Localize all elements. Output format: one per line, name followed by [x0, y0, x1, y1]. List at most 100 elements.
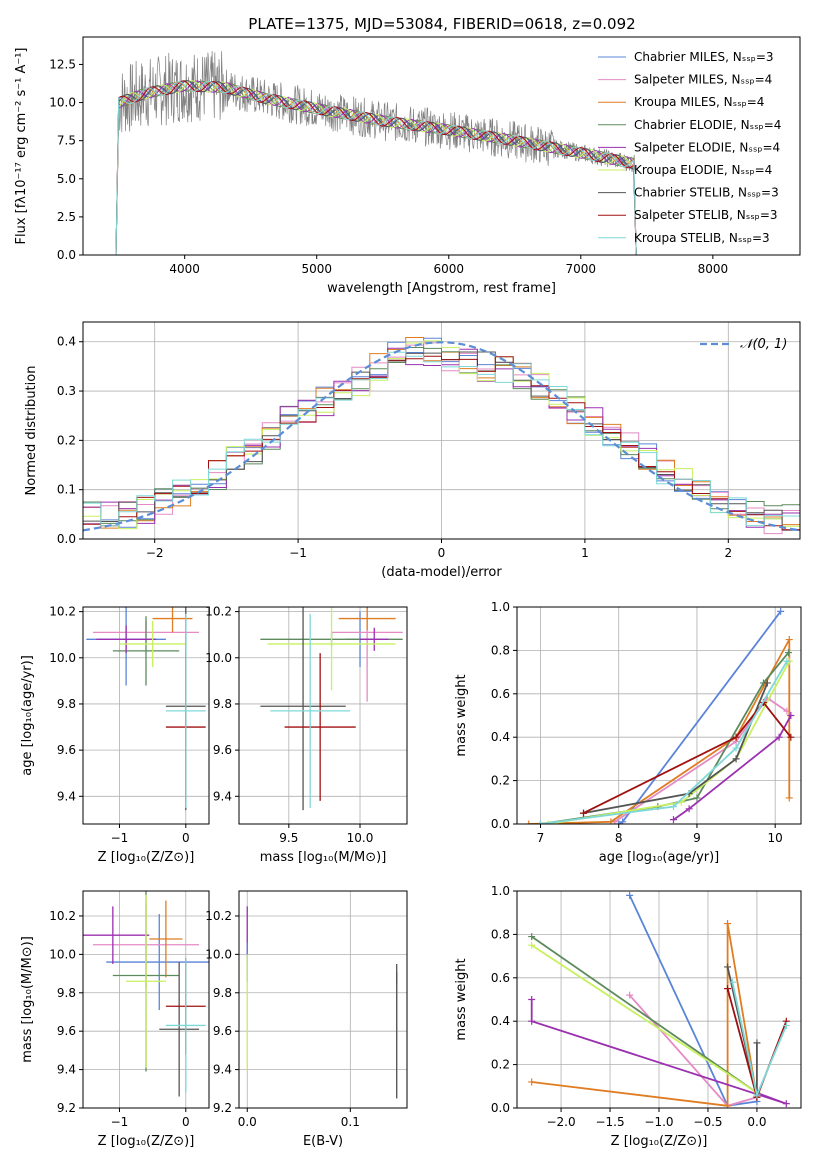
- series-salp_elodie: [530, 999, 787, 1105]
- panel-mass_weight_vs_age: 7 8 9 10 0.0 0.2 0.4 0.6 0.8 1.0 age [log₁₀(age/yr…: [454, 600, 802, 865]
- point-krou_stelib: [669, 803, 677, 811]
- tick-label-y: 10.0: [205, 947, 232, 961]
- model-salp_miles: [115, 80, 637, 255]
- x-axis-label: mass [log₁₀(M/M⊙)]: [260, 850, 387, 865]
- tick-label-y: 0.0: [491, 1101, 510, 1115]
- tick-label-x: 8: [615, 831, 623, 845]
- tick-label-y: 10.2: [49, 605, 76, 619]
- tick-label-y: 2.5: [57, 210, 76, 224]
- point-chab_stelib: [763, 679, 771, 687]
- tick-label-y: 0.4: [491, 1014, 510, 1028]
- tick-label-x: 10: [768, 831, 783, 845]
- point-krou_miles: [724, 920, 732, 928]
- tick-label-y: 9.6: [57, 1024, 76, 1038]
- y-axis-label: mass weight: [454, 958, 469, 1040]
- plot-area: [115, 50, 637, 255]
- tick-label-x: 0.0: [238, 1115, 257, 1129]
- model-chab_miles: [115, 79, 637, 255]
- legend-entry: Kroupa STELIB, Nₛₛₚ=3: [634, 231, 770, 245]
- axes-frame: [82, 890, 210, 1109]
- legend-entry: Chabrier STELIB, Nₛₛₚ=3: [634, 186, 779, 200]
- tick-label-x: 9.5: [279, 831, 298, 845]
- panel-age_vs_Z: −1 0 9.4 9.6 9.8 10.0 10.2 Z [log₁₀(Z/Z⊙)] age […: [20, 605, 210, 865]
- series-salp_stelib: [583, 701, 792, 814]
- point-salp_stelib: [724, 985, 732, 993]
- tick-label-x: −1.0: [644, 1115, 673, 1129]
- tick-label-y: 10.0: [49, 651, 76, 665]
- point-salp_elodie: [775, 733, 783, 741]
- point-chab_stelib: [732, 755, 740, 763]
- tick-label-y: 9.8: [213, 697, 232, 711]
- legend-entry: Kroupa MILES, Nₛₛₚ=4: [634, 95, 764, 109]
- tick-label-x: 2: [724, 546, 732, 560]
- tick-label-y: 9.6: [213, 1024, 232, 1038]
- tick-label-y: 10.2: [49, 909, 76, 923]
- x-axis-label: wavelength [Angstrom, rest frame]: [327, 281, 556, 296]
- series-chab_stelib: [583, 682, 769, 814]
- tick-label-x: −1: [111, 831, 129, 845]
- tick-label-y: 0.4: [57, 335, 76, 349]
- tick-label-x: −2.0: [546, 1115, 575, 1129]
- y-axis-label: mass weight: [454, 674, 469, 756]
- hist-krou_stelib: [83, 351, 800, 527]
- tick-label-y: 9.6: [57, 743, 76, 757]
- tick-label-y: 0.6: [491, 971, 510, 985]
- point-salp_elodie: [528, 1017, 536, 1025]
- model-salp_stelib: [115, 80, 637, 255]
- point-salp_elodie: [528, 996, 536, 1003]
- y-axis-label: Flux [fλ10⁻¹⁷ erg cm⁻² s⁻¹ A⁻¹]: [14, 48, 29, 245]
- spectrum-title: PLATE=1375, MJD=53084, FIBERID=0618, z=0…: [248, 15, 635, 33]
- panel-mass_weight_vs_Z: −2.0 −1.5 −1.0 −0.5 0.0 0.0 0.2 0.4 0.6 0.8 1.0 Z […: [454, 884, 802, 1149]
- tick-label-x: −0.5: [693, 1115, 722, 1129]
- legend-entry: Salpeter STELIB, Nₛₛₚ=3: [634, 208, 778, 222]
- tick-label-y: 0.3: [57, 384, 76, 398]
- legend-entry: Salpeter MILES, Nₛₛₚ=4: [634, 73, 772, 87]
- point-krou_elodie: [528, 941, 536, 949]
- point-krou_miles: [724, 1102, 732, 1108]
- axes-frame: [516, 890, 802, 1109]
- tick-label-x: 0.1: [341, 1115, 360, 1129]
- point-chab_elodie: [693, 794, 701, 802]
- point-krou_miles: [785, 794, 793, 802]
- tick-label-y: 9.2: [213, 1101, 232, 1115]
- tick-label-y: 9.8: [57, 697, 76, 711]
- legend-entry: Salpeter ELODIE, Nₛₛₚ=4: [634, 140, 780, 154]
- tick-label-y: 0.2: [57, 433, 76, 447]
- plot-area: [239, 891, 407, 1108]
- tick-label-y: 7.5: [57, 134, 76, 148]
- tick-label-y: 0.2: [491, 1058, 510, 1072]
- series-chab_elodie: [531, 935, 758, 1094]
- point-chab_miles: [619, 818, 627, 824]
- axes-frame: [82, 321, 801, 540]
- normal-curve: [83, 341, 800, 532]
- tick-label-y: 9.4: [57, 789, 76, 803]
- x-axis-label: (data-model)/error: [381, 565, 502, 580]
- tick-label-y: 0.2: [491, 774, 510, 788]
- model-salp_elodie: [115, 80, 637, 255]
- point-krou_stelib: [536, 820, 544, 824]
- tick-label-y: 0.1: [57, 483, 76, 497]
- tick-label-x: 8000: [698, 262, 729, 276]
- point-krou_stelib: [728, 978, 736, 986]
- x-axis-label: Z [log₁₀(Z/Z⊙)]: [98, 850, 195, 865]
- tick-label-x: 9: [693, 831, 701, 845]
- tick-label-x: 0: [182, 831, 190, 845]
- point-salp_elodie: [669, 816, 677, 824]
- model-krou_stelib: [115, 80, 637, 255]
- y-axis-label: mass [log₁₀(M/M⊙)]: [20, 936, 35, 1063]
- point-chab_stelib: [753, 1039, 761, 1047]
- tick-label-y: 1.0: [491, 600, 510, 614]
- tick-label-x: −1: [289, 546, 307, 560]
- y-axis-label: age [log₁₀(age/yr)]: [20, 655, 35, 776]
- model-chab_elodie: [115, 80, 637, 255]
- tick-label-y: 9.4: [57, 1063, 76, 1077]
- point-krou_elodie: [544, 820, 552, 824]
- tick-label-x: −2: [146, 546, 164, 560]
- plot-area: [83, 322, 800, 539]
- x-axis-label: E(B-V): [303, 1134, 343, 1149]
- point-salp_elodie: [787, 712, 795, 719]
- plot-area: [83, 607, 209, 824]
- point-chab_elodie: [784, 649, 792, 657]
- point-salp_stelib: [732, 733, 740, 741]
- legend-entry: Chabrier ELODIE, Nₛₛₚ=4: [634, 118, 781, 132]
